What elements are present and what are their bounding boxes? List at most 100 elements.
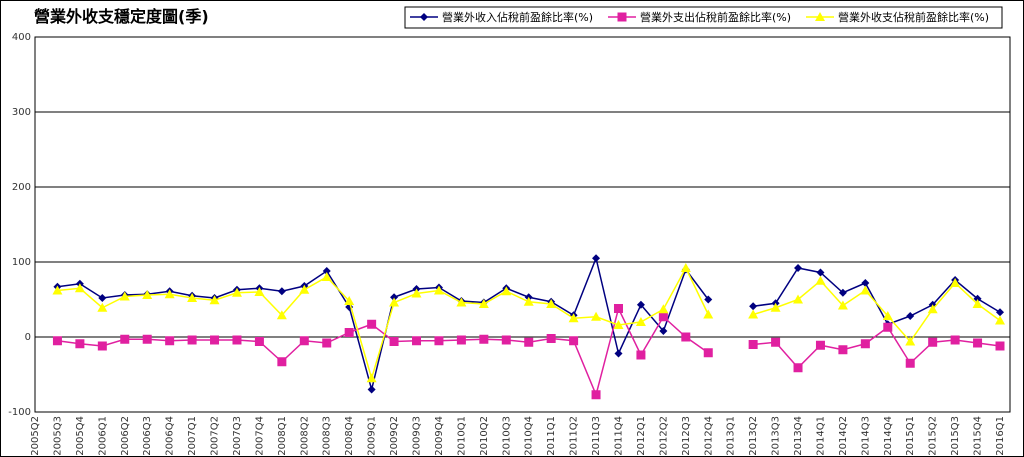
y-tick-label: 0	[25, 332, 31, 343]
point	[793, 294, 804, 304]
point	[389, 297, 400, 307]
point	[187, 293, 198, 302]
x-tick-label: 2006Q4	[165, 416, 176, 456]
x-tick-label: 2008Q4	[344, 416, 355, 456]
point	[659, 327, 668, 335]
point	[973, 294, 982, 303]
point	[232, 335, 242, 345]
x-tick-label: 2005Q2	[30, 416, 41, 456]
y-tick-label: -100	[8, 407, 31, 418]
point	[209, 295, 220, 305]
point	[367, 385, 376, 394]
point	[815, 275, 826, 285]
point	[996, 308, 1004, 317]
x-tick-label: 2007Q4	[254, 416, 265, 456]
point	[861, 279, 870, 287]
x-tick-label: 2014Q4	[883, 416, 894, 456]
x-tick-label: 2008Q3	[322, 416, 333, 456]
x-tick-label: 2007Q2	[210, 416, 221, 456]
x-tick-label: 2012Q4	[703, 416, 714, 456]
point	[411, 288, 422, 298]
x-tick-label: 2011Q2	[569, 416, 580, 456]
y-tick-label: 100	[12, 257, 31, 268]
point	[210, 335, 220, 345]
point	[569, 336, 579, 346]
point	[344, 328, 354, 337]
point	[456, 297, 467, 307]
x-tick-label: 2013Q1	[726, 416, 737, 456]
point	[165, 336, 175, 346]
chart-title: 營業外收支穩定度圖(季)	[34, 7, 209, 26]
point	[704, 295, 713, 304]
point	[299, 336, 309, 346]
point	[860, 339, 870, 349]
point	[367, 319, 377, 329]
point	[794, 264, 803, 272]
point	[456, 335, 466, 345]
point	[321, 272, 332, 281]
x-tick-label: 2010Q4	[524, 416, 535, 456]
x-tick-label: 2012Q2	[658, 416, 669, 456]
point	[254, 337, 264, 346]
point	[568, 313, 579, 323]
point	[412, 336, 422, 346]
point	[749, 302, 758, 311]
x-tick-label: 2011Q4	[613, 416, 624, 456]
x-tick-label: 2013Q4	[793, 416, 804, 456]
point	[478, 299, 489, 308]
point	[927, 304, 938, 314]
point	[995, 341, 1005, 351]
point	[816, 268, 825, 277]
point	[748, 309, 759, 319]
point	[142, 290, 153, 299]
point	[97, 302, 108, 312]
point	[231, 287, 242, 297]
point	[277, 287, 286, 296]
point	[681, 332, 691, 342]
point	[973, 338, 983, 348]
point	[658, 304, 669, 314]
point	[950, 335, 960, 345]
point	[524, 337, 534, 347]
point	[501, 286, 512, 296]
point	[928, 337, 938, 347]
x-tick-label: 2013Q2	[748, 416, 759, 456]
point	[905, 336, 916, 346]
point	[74, 283, 85, 293]
point	[972, 299, 983, 308]
legend-label: 營業外支出佔稅前盈餘比率(%)	[640, 10, 791, 24]
point	[591, 311, 602, 321]
point	[658, 312, 668, 322]
point	[52, 336, 62, 346]
x-tick-label: 2012Q3	[681, 416, 692, 456]
x-tick-label: 2015Q4	[973, 416, 984, 456]
point	[344, 296, 355, 305]
x-tick-label: 2011Q3	[591, 416, 602, 456]
point	[546, 334, 556, 343]
point	[434, 336, 444, 346]
x-tick-label: 2010Q1	[456, 416, 467, 456]
point	[635, 317, 646, 326]
x-tick-label: 2005Q4	[75, 416, 86, 456]
x-tick-label: 2014Q3	[860, 416, 871, 456]
point	[120, 334, 130, 344]
x-tick-label: 2010Q3	[501, 416, 512, 456]
point	[613, 320, 624, 329]
point	[254, 287, 265, 296]
x-tick-label: 2015Q1	[905, 416, 916, 456]
point	[613, 304, 623, 313]
point	[882, 311, 893, 320]
point	[97, 341, 107, 351]
point	[276, 310, 287, 320]
x-tick-label: 2009Q2	[389, 416, 400, 456]
x-tick-label: 2007Q1	[187, 416, 198, 456]
point	[906, 312, 915, 320]
point	[838, 288, 847, 297]
point	[592, 254, 601, 263]
x-tick-label: 2012Q1	[636, 416, 647, 456]
x-tick-label: 2008Q2	[299, 416, 310, 456]
x-tick-label: 2006Q2	[120, 416, 131, 456]
point	[703, 348, 713, 358]
